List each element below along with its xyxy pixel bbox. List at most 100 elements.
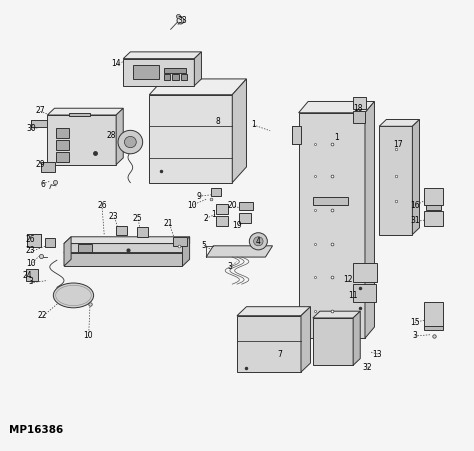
Text: 28: 28 (107, 131, 116, 140)
Bar (424, 326, 443, 330)
Text: 6: 6 (40, 180, 45, 189)
Polygon shape (64, 237, 190, 244)
Text: 24: 24 (23, 271, 32, 280)
Bar (56, 140, 69, 150)
Polygon shape (313, 311, 360, 318)
Polygon shape (149, 95, 232, 183)
Bar (133, 65, 159, 79)
Polygon shape (64, 237, 71, 266)
Bar (116, 226, 127, 235)
Bar (45, 238, 55, 247)
Text: 23: 23 (109, 212, 118, 221)
Polygon shape (206, 246, 273, 257)
Text: 29: 29 (36, 160, 45, 169)
Text: 3: 3 (28, 277, 33, 286)
Bar (172, 74, 179, 80)
Bar (424, 188, 443, 205)
Text: 13: 13 (372, 350, 382, 359)
Text: 12: 12 (344, 275, 353, 284)
Bar (41, 162, 55, 172)
Text: 10: 10 (83, 331, 92, 341)
Ellipse shape (118, 130, 143, 154)
Polygon shape (232, 79, 246, 183)
Text: 5: 5 (201, 241, 206, 250)
Polygon shape (365, 101, 374, 338)
Polygon shape (47, 115, 116, 165)
Bar (353, 263, 377, 282)
Polygon shape (379, 126, 412, 235)
Polygon shape (194, 52, 201, 86)
Bar (216, 216, 228, 226)
Text: 30: 30 (26, 124, 36, 133)
Text: 3: 3 (412, 331, 417, 341)
Text: 10: 10 (26, 259, 36, 268)
Text: 2: 2 (204, 214, 209, 223)
Polygon shape (237, 307, 310, 316)
Bar (164, 74, 170, 80)
Ellipse shape (53, 283, 94, 308)
Text: 4: 4 (256, 237, 261, 246)
Text: 9: 9 (197, 192, 201, 201)
Bar (353, 284, 376, 302)
Text: 15: 15 (410, 318, 419, 327)
Bar (353, 97, 366, 109)
Text: 32: 32 (363, 363, 372, 372)
Bar (26, 269, 38, 281)
Text: 26: 26 (97, 201, 107, 210)
Polygon shape (379, 120, 419, 126)
Bar (56, 152, 69, 162)
Polygon shape (182, 237, 190, 266)
Ellipse shape (124, 136, 137, 148)
Polygon shape (237, 316, 301, 372)
Polygon shape (149, 79, 246, 95)
Text: 33: 33 (178, 16, 187, 25)
Bar (27, 234, 41, 247)
Bar (211, 188, 221, 196)
Polygon shape (292, 126, 301, 144)
Text: 10: 10 (187, 201, 197, 210)
Text: 22: 22 (38, 311, 47, 320)
Polygon shape (301, 307, 310, 372)
Text: 27: 27 (36, 106, 45, 115)
Bar (56, 128, 69, 138)
Text: 19: 19 (232, 221, 242, 230)
Bar (181, 74, 187, 80)
Bar (424, 211, 443, 226)
Bar (313, 197, 348, 205)
Text: 1: 1 (251, 120, 256, 129)
Polygon shape (313, 318, 353, 365)
Text: 3: 3 (228, 262, 232, 271)
Text: 31: 31 (410, 216, 419, 226)
Text: 1: 1 (211, 210, 216, 219)
Text: 1: 1 (334, 133, 339, 142)
Polygon shape (123, 52, 201, 59)
Polygon shape (47, 108, 123, 115)
Polygon shape (353, 311, 360, 365)
Polygon shape (299, 113, 365, 338)
Bar (69, 113, 90, 116)
Polygon shape (173, 237, 187, 246)
Polygon shape (64, 244, 190, 253)
Bar (216, 204, 228, 214)
Polygon shape (64, 253, 182, 266)
Text: 18: 18 (353, 104, 363, 113)
Bar (426, 205, 441, 210)
Ellipse shape (249, 233, 267, 250)
Bar (164, 68, 186, 73)
Text: 20: 20 (228, 201, 237, 210)
Text: 14: 14 (111, 59, 121, 68)
Text: 17: 17 (393, 140, 403, 149)
Bar (137, 227, 148, 237)
Text: 25: 25 (133, 214, 142, 223)
Bar (353, 111, 365, 123)
Bar (239, 213, 251, 223)
Text: 23: 23 (26, 246, 36, 255)
Text: MP16386: MP16386 (9, 425, 64, 435)
Polygon shape (123, 59, 194, 86)
Bar (78, 244, 92, 252)
Polygon shape (31, 120, 47, 127)
Text: 7: 7 (277, 350, 282, 359)
Bar (239, 202, 253, 210)
Bar (424, 302, 443, 327)
Polygon shape (116, 108, 123, 165)
